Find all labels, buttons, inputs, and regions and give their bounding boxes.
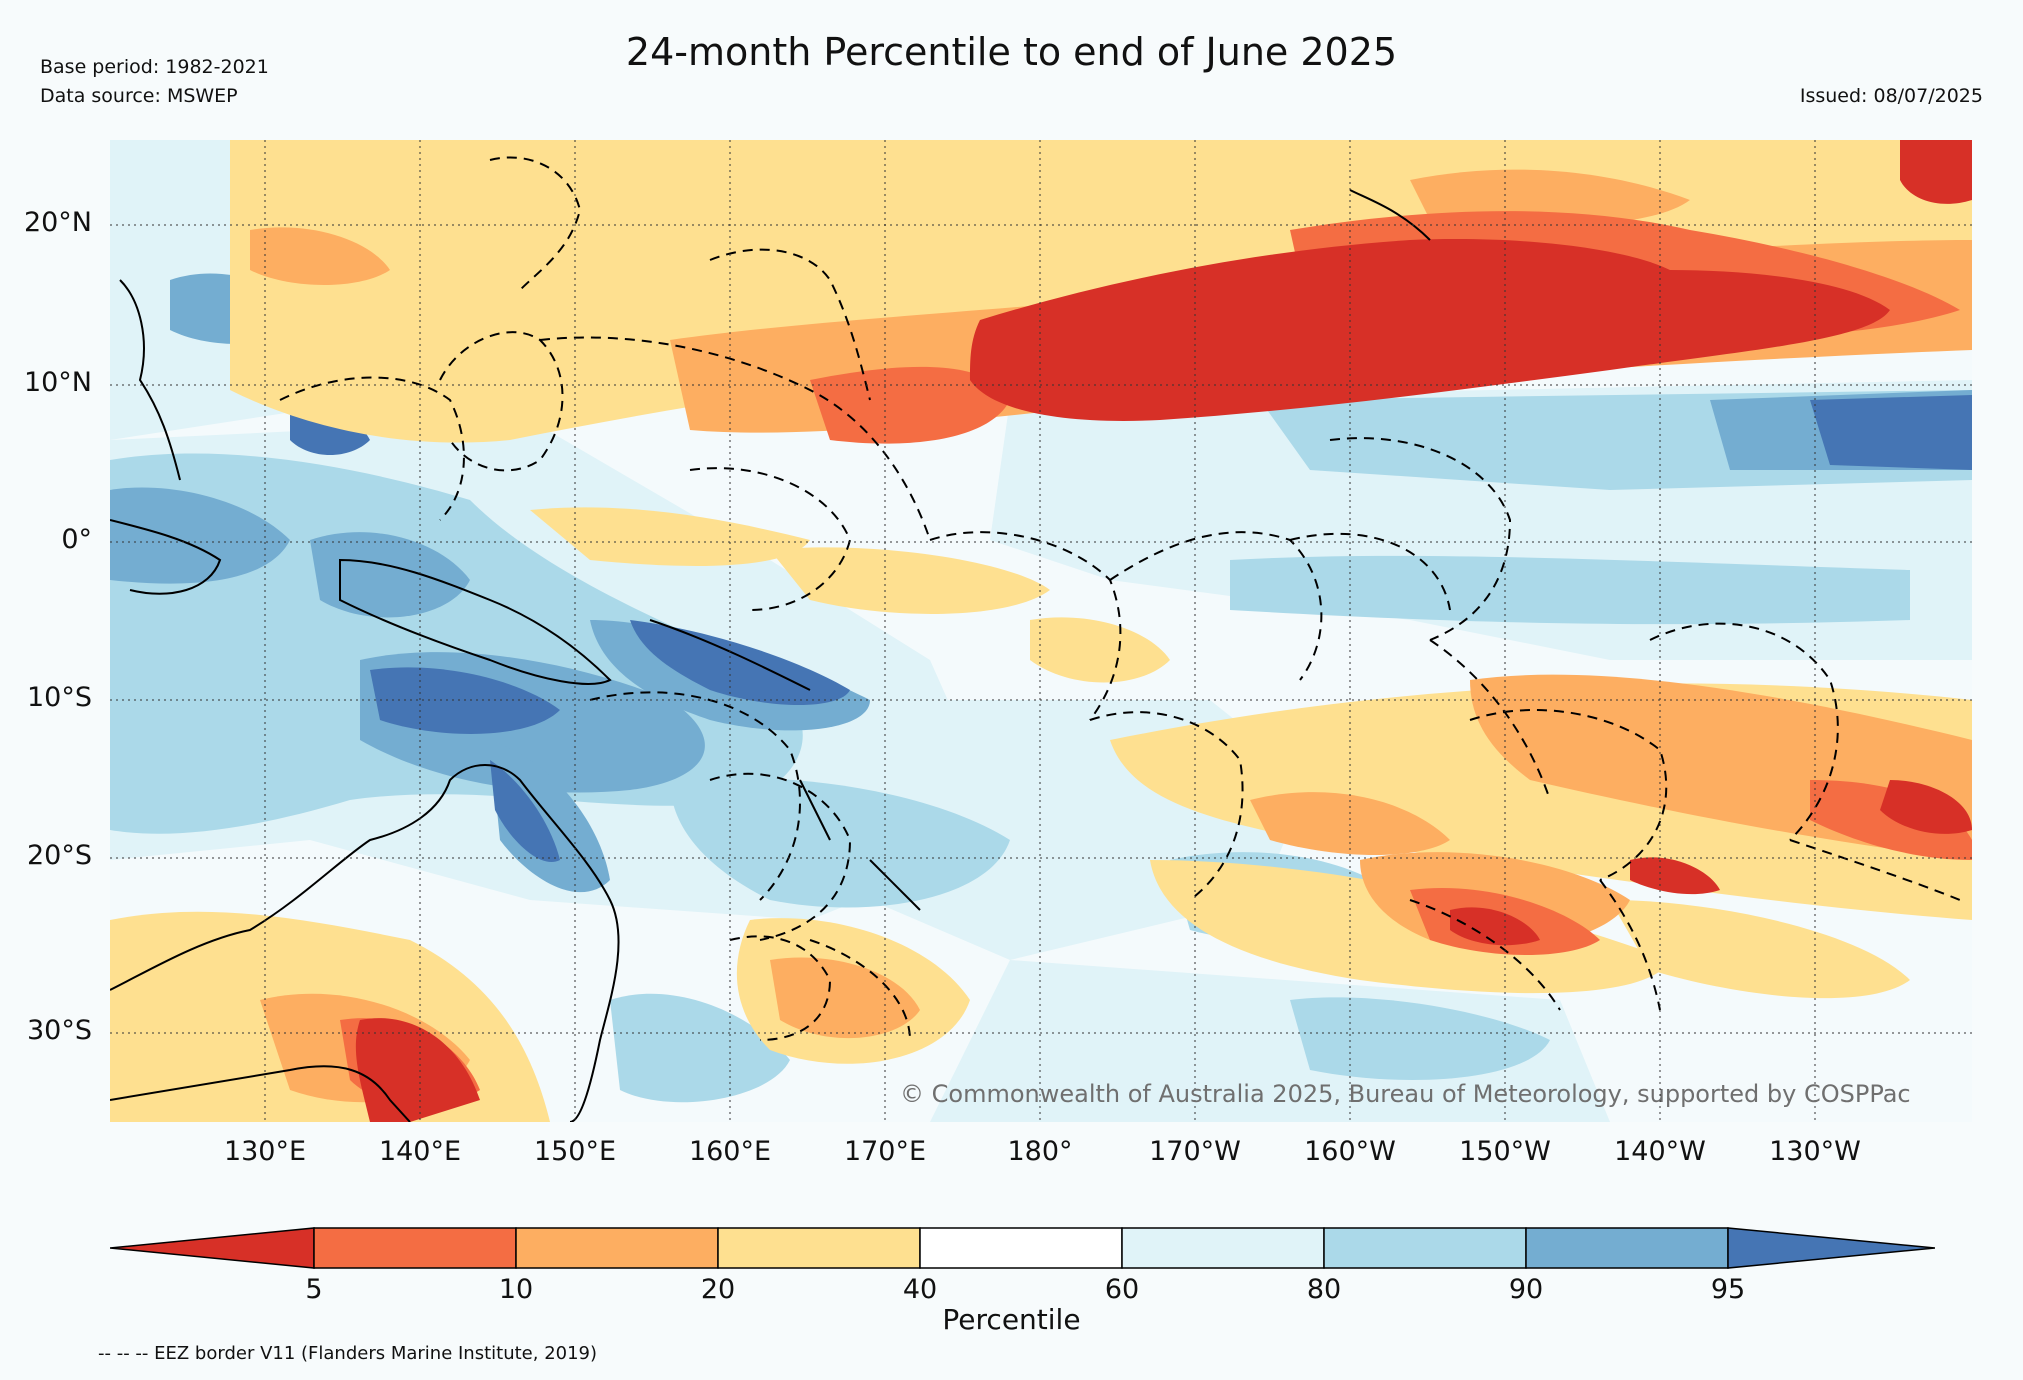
data-source-label: Data source: MSWEP — [40, 85, 238, 107]
shade-region — [1630, 857, 1720, 895]
eez-border — [1789, 839, 1961, 901]
shade-region — [630, 620, 850, 705]
colorbar-segment — [1525, 1227, 1729, 1269]
eez-border — [279, 376, 465, 521]
eez-border — [1599, 879, 1661, 1011]
colorbar-svg — [109, 1227, 1936, 1269]
lon-label: 160°W — [1304, 1136, 1396, 1167]
shade-region — [1290, 997, 1550, 1080]
lon-label: 130°E — [223, 1136, 307, 1167]
eez-border — [539, 336, 931, 541]
colorbar-tick: 5 — [305, 1274, 323, 1305]
shade-region — [1810, 780, 1972, 860]
shade-region — [250, 227, 390, 285]
indonesia-outline — [110, 519, 222, 595]
lat-label: 30°S — [27, 1015, 92, 1046]
eez-border — [1289, 532, 1451, 611]
percentile-map — [110, 140, 1972, 1122]
issued-date-label: Issued: 08/07/2025 — [1799, 85, 1983, 107]
eez-border — [1109, 531, 1323, 681]
lon-label: 130°W — [1769, 1136, 1861, 1167]
shade-region — [810, 366, 1010, 444]
colorbar-segment — [717, 1227, 921, 1269]
colorbar-title: Percentile — [942, 1303, 1081, 1336]
lon-label: 140°W — [1614, 1136, 1706, 1167]
lon-label: 170°W — [1149, 1136, 1241, 1167]
map-title: 24-month Percentile to end of June 2025 — [625, 30, 1398, 74]
shade-region — [370, 667, 560, 734]
colorbar-tick: 40 — [902, 1274, 938, 1305]
lat-label: 0° — [61, 524, 92, 555]
shade-region — [770, 957, 920, 1039]
shade-region — [1230, 555, 1910, 625]
colorbar-tick: 60 — [1104, 1274, 1140, 1305]
eez-border — [1089, 711, 1244, 901]
lat-label: 20°N — [23, 207, 92, 238]
lon-label: 150°E — [533, 1136, 617, 1167]
lat-label: 10°N — [23, 367, 92, 398]
eez-border — [1469, 709, 1668, 881]
eez-legend-note: -- -- -- EEZ border V11 (Flanders Marine… — [98, 1343, 598, 1364]
eez-border — [489, 156, 582, 291]
shade-region — [930, 960, 1610, 1122]
eez-border — [1649, 622, 1839, 841]
colorbar-segment — [515, 1227, 719, 1269]
colorbar-tick: 20 — [700, 1274, 736, 1305]
colorbar-segment — [313, 1227, 517, 1269]
australia-coast — [110, 764, 620, 1122]
solomon-islands — [649, 619, 811, 691]
eez-border — [1329, 437, 1512, 641]
eez-border — [1409, 899, 1561, 1011]
eez-border — [709, 772, 852, 941]
colorbar-segment — [919, 1227, 1123, 1269]
lat-label: 10°S — [27, 682, 92, 713]
vanuatu — [799, 779, 831, 841]
new-caledonia — [869, 859, 921, 911]
eez-border — [589, 691, 801, 901]
lon-label: 150°W — [1459, 1136, 1551, 1167]
base-period-label: Base period: 1982-2021 — [40, 56, 269, 78]
new-guinea-outline — [339, 558, 612, 685]
coastlines — [110, 189, 1431, 1122]
eez-border — [729, 935, 832, 1041]
colorbar-segment — [1727, 1227, 1936, 1269]
lon-label: 160°E — [688, 1136, 772, 1167]
philippines-outline — [119, 279, 181, 481]
colorbar-segment — [1121, 1227, 1325, 1269]
colorbar-tick: 80 — [1306, 1274, 1342, 1305]
lon-label: 170°E — [843, 1136, 927, 1167]
shade-region — [530, 507, 810, 566]
colorbar-segment — [109, 1227, 315, 1269]
eez-border — [809, 939, 911, 1041]
colorbar-tick: 95 — [1710, 1274, 1746, 1305]
australia-south-coast — [110, 1065, 411, 1122]
eez-border — [439, 331, 564, 472]
shade-region — [1250, 792, 1450, 855]
shade-region — [1880, 780, 1972, 834]
lon-label: 180° — [1007, 1136, 1073, 1167]
colorbar-tick: 90 — [1508, 1274, 1544, 1305]
shade-region — [670, 777, 1010, 908]
shade-region — [490, 760, 560, 862]
hawaii — [1349, 189, 1431, 241]
eez-border — [689, 467, 852, 611]
colorbar-segment — [1323, 1227, 1527, 1269]
shade-region — [610, 993, 790, 1103]
shade-region — [1450, 907, 1540, 946]
shade-region — [1810, 395, 1972, 470]
map-canvas — [110, 140, 1972, 1122]
lat-label: 20°S — [27, 840, 92, 871]
shade-region — [1900, 140, 1972, 204]
percentile-colorbar — [109, 1225, 1936, 1271]
graticule — [110, 140, 1972, 1122]
lon-label: 140°E — [378, 1136, 462, 1167]
colorbar-tick: 10 — [498, 1274, 534, 1305]
shade-region — [1610, 900, 1910, 999]
eez-border — [929, 531, 1122, 721]
shade-region — [1030, 617, 1170, 683]
copyright-note: © Commonwealth of Australia 2025, Bureau… — [900, 1080, 1911, 1108]
shade-region — [310, 532, 470, 618]
eez-borders — [279, 156, 1961, 1041]
shade-region — [110, 487, 290, 584]
